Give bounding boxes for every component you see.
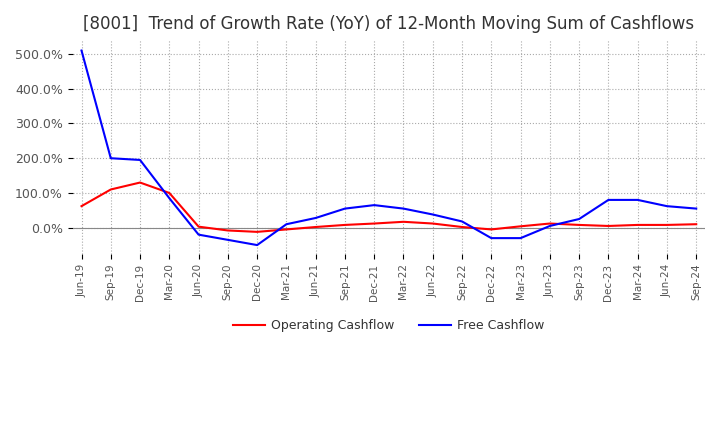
Operating Cashflow bbox=[253, 229, 261, 235]
Operating Cashflow bbox=[399, 219, 408, 224]
Free Cashflow bbox=[223, 237, 232, 242]
Free Cashflow bbox=[194, 232, 203, 237]
Line: Operating Cashflow: Operating Cashflow bbox=[81, 183, 696, 232]
Operating Cashflow bbox=[341, 222, 349, 227]
Operating Cashflow bbox=[516, 224, 525, 229]
Free Cashflow bbox=[604, 197, 613, 202]
Free Cashflow bbox=[399, 206, 408, 211]
Operating Cashflow bbox=[458, 224, 467, 230]
Free Cashflow bbox=[341, 206, 349, 211]
Operating Cashflow bbox=[692, 222, 701, 227]
Free Cashflow bbox=[692, 206, 701, 211]
Operating Cashflow bbox=[428, 221, 437, 226]
Operating Cashflow bbox=[194, 224, 203, 229]
Operating Cashflow bbox=[546, 221, 554, 226]
Free Cashflow bbox=[634, 197, 642, 202]
Operating Cashflow bbox=[282, 227, 291, 232]
Operating Cashflow bbox=[662, 222, 671, 227]
Line: Free Cashflow: Free Cashflow bbox=[81, 51, 696, 245]
Free Cashflow bbox=[311, 215, 320, 220]
Free Cashflow bbox=[253, 242, 261, 248]
Free Cashflow bbox=[107, 156, 115, 161]
Operating Cashflow bbox=[604, 224, 613, 229]
Free Cashflow bbox=[662, 204, 671, 209]
Title: [8001]  Trend of Growth Rate (YoY) of 12-Month Moving Sum of Cashflows: [8001] Trend of Growth Rate (YoY) of 12-… bbox=[84, 15, 694, 33]
Operating Cashflow bbox=[634, 222, 642, 227]
Operating Cashflow bbox=[575, 222, 583, 227]
Legend: Operating Cashflow, Free Cashflow: Operating Cashflow, Free Cashflow bbox=[228, 314, 549, 337]
Operating Cashflow bbox=[107, 187, 115, 192]
Free Cashflow bbox=[428, 212, 437, 217]
Free Cashflow bbox=[487, 235, 495, 241]
Free Cashflow bbox=[516, 235, 525, 241]
Operating Cashflow bbox=[370, 221, 379, 226]
Operating Cashflow bbox=[136, 180, 145, 185]
Operating Cashflow bbox=[311, 224, 320, 230]
Free Cashflow bbox=[370, 202, 379, 208]
Operating Cashflow bbox=[165, 191, 174, 196]
Free Cashflow bbox=[165, 195, 174, 201]
Operating Cashflow bbox=[77, 204, 86, 209]
Free Cashflow bbox=[282, 222, 291, 227]
Free Cashflow bbox=[575, 216, 583, 222]
Operating Cashflow bbox=[487, 227, 495, 232]
Operating Cashflow bbox=[223, 228, 232, 233]
Free Cashflow bbox=[77, 48, 86, 53]
Free Cashflow bbox=[136, 158, 145, 163]
Free Cashflow bbox=[458, 219, 467, 224]
Free Cashflow bbox=[546, 224, 554, 229]
